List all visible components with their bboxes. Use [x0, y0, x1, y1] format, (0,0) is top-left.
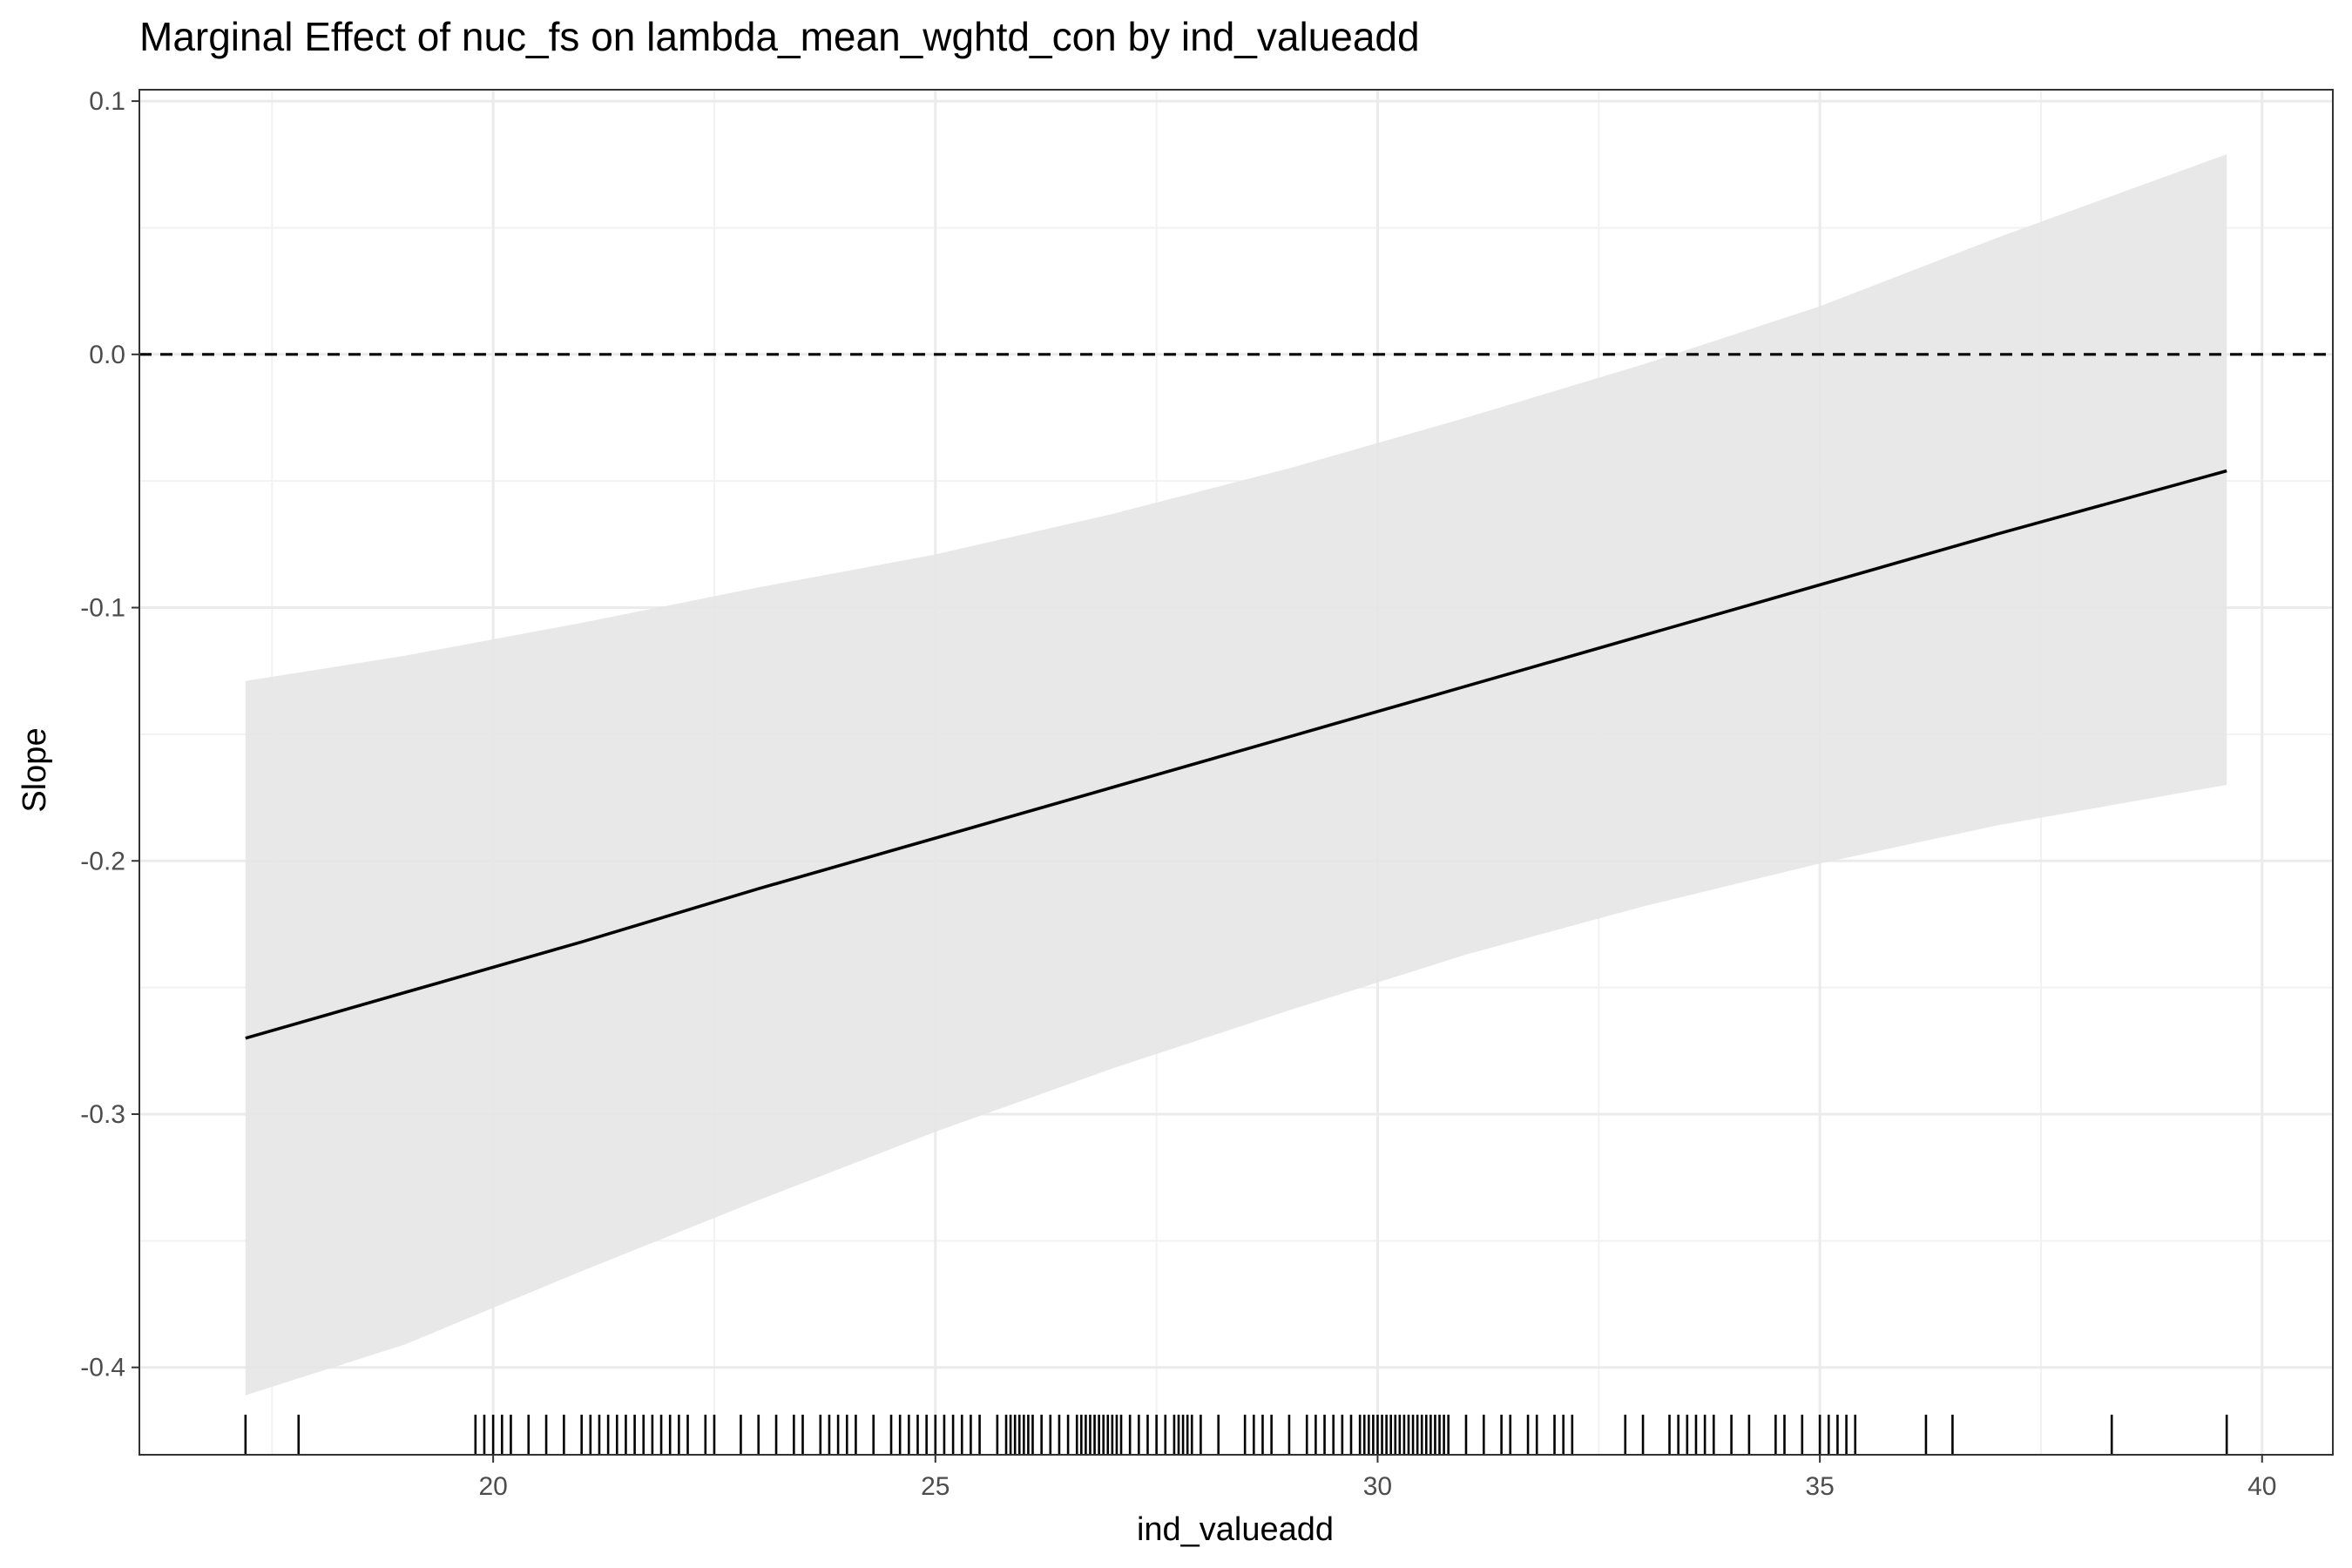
y-axis-title: Slope: [17, 727, 53, 812]
x-axis-ticks: 20 25 30 35 40: [478, 1455, 2276, 1501]
x-tick-label: 25: [921, 1472, 950, 1501]
y-tick-label: -0.3: [80, 1100, 125, 1129]
x-tick-label: 30: [1363, 1472, 1392, 1501]
x-tick-label: 20: [478, 1472, 507, 1501]
y-tick-label: 0.1: [89, 87, 125, 116]
marginal-effect-line: [245, 469, 2227, 1040]
panel-border: [139, 89, 2334, 1456]
x-tick-label: 35: [1805, 1472, 1834, 1501]
confidence-band: [245, 154, 2227, 1396]
x-axis-title: ind_valueadd: [1137, 1511, 1334, 1548]
y-tick-label: -0.1: [80, 594, 125, 623]
y-tick-label: -0.4: [80, 1354, 125, 1382]
y-tick-label: -0.2: [80, 847, 125, 875]
y-axis-ticks: -0.4 -0.3 -0.2 -0.1 0.0 0.1: [80, 87, 139, 1382]
y-tick-label: 0.0: [89, 341, 125, 369]
rug-marks: [244, 1415, 2228, 1455]
x-tick-label: 40: [2247, 1472, 2276, 1501]
chart-title: Marginal Effect of nuc_fs on lambda_mean…: [139, 14, 1420, 59]
